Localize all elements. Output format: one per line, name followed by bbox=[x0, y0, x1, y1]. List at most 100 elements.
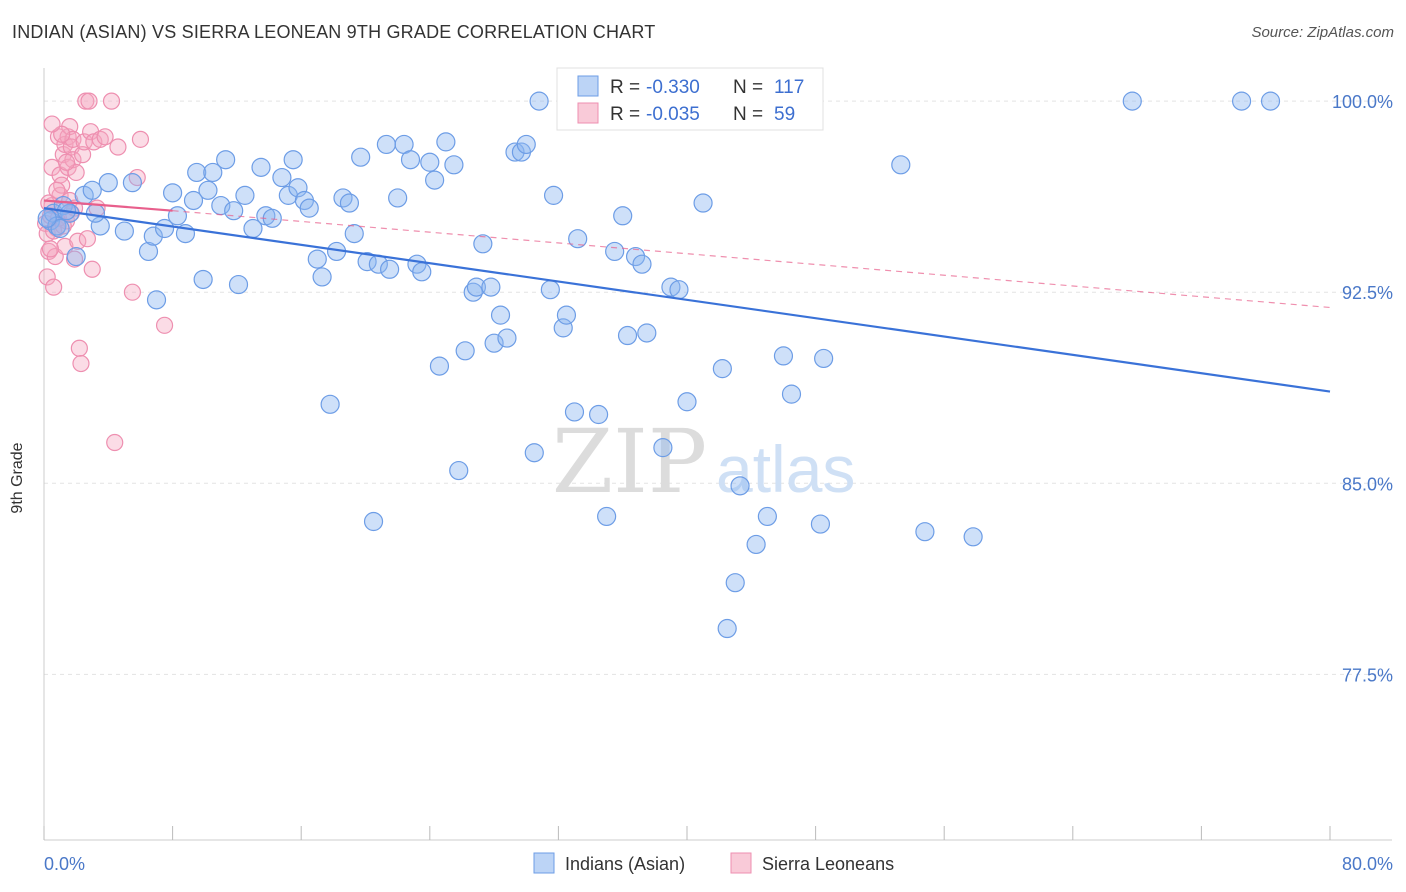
data-point-indians-asian bbox=[588, 404, 609, 425]
data-point-indians-asian bbox=[543, 185, 564, 205]
data-point-sierra-leoneans bbox=[38, 268, 56, 286]
data-point-indians-asian bbox=[163, 183, 183, 203]
data-point-sierra-leoneans bbox=[57, 153, 76, 171]
data-point-sierra-leoneans bbox=[91, 130, 109, 148]
data-point-indians-asian bbox=[380, 259, 400, 279]
y-tick-label: 92.5% bbox=[1342, 283, 1393, 303]
data-point-indians-asian bbox=[198, 180, 218, 200]
data-point-indians-asian bbox=[146, 290, 167, 310]
data-point-indians-asian bbox=[444, 155, 464, 175]
data-point-indians-asian bbox=[746, 534, 766, 555]
data-point-indians-asian bbox=[529, 91, 549, 111]
x-tick-label-max: 80.0% bbox=[1342, 854, 1393, 874]
data-point-indians-asian bbox=[915, 522, 935, 542]
legend-swatch-indians bbox=[533, 852, 555, 874]
data-point-indians-asian bbox=[344, 224, 364, 244]
data-point-indians-asian bbox=[85, 203, 106, 223]
data-point-sierra-leoneans bbox=[106, 433, 124, 452]
data-point-sierra-leoneans bbox=[70, 339, 88, 357]
data-point-indians-asian bbox=[339, 193, 360, 213]
trend-lines bbox=[43, 199, 1331, 393]
data-point-indians-asian bbox=[564, 402, 585, 422]
data-point-indians-asian bbox=[333, 188, 353, 208]
data-point-sierra-leoneans bbox=[155, 316, 174, 334]
y-tick-labels: 100.0% 92.5% 85.0% 77.5% bbox=[1332, 92, 1393, 685]
data-point-indians-asian bbox=[37, 208, 57, 228]
stats-n-value-2: 59 bbox=[774, 104, 795, 125]
data-point-indians-asian bbox=[484, 333, 504, 353]
data-point-indians-asian bbox=[429, 356, 450, 376]
data-point-indians-asian bbox=[725, 573, 745, 593]
stats-r-value-1: -0.330 bbox=[646, 77, 700, 98]
series-sierra-leoneans bbox=[37, 92, 174, 452]
data-point-indians-asian bbox=[98, 173, 118, 193]
data-point-indians-asian bbox=[781, 384, 802, 404]
data-point-sierra-leoneans bbox=[64, 130, 82, 148]
data-point-sierra-leoneans bbox=[69, 232, 87, 250]
data-point-indians-asian bbox=[963, 527, 983, 547]
stats-r-value-2: -0.035 bbox=[646, 104, 700, 125]
stats-n-label-2: N = bbox=[733, 104, 763, 125]
data-point-indians-asian bbox=[717, 618, 737, 639]
data-point-indians-asian bbox=[363, 511, 384, 532]
data-point-indians-asian bbox=[228, 274, 249, 295]
data-point-indians-asian bbox=[351, 147, 371, 167]
stats-r-label-2: R = bbox=[610, 104, 640, 125]
data-point-indians-asian bbox=[516, 134, 536, 155]
data-point-indians-asian bbox=[183, 190, 204, 211]
trend-line-sierra-leoneans bbox=[43, 199, 173, 212]
data-point-indians-asian bbox=[653, 438, 673, 458]
chart-source: Source: ZipAtlas.com bbox=[1251, 24, 1394, 41]
data-point-indians-asian bbox=[388, 188, 408, 208]
data-point-indians-asian bbox=[283, 150, 303, 170]
data-point-sierra-leoneans bbox=[109, 138, 127, 156]
data-point-sierra-leoneans bbox=[96, 128, 114, 146]
data-point-indians-asian bbox=[376, 134, 396, 155]
data-point-indians-asian bbox=[320, 394, 340, 414]
data-point-indians-asian bbox=[773, 346, 794, 366]
watermark: ZIP atlas bbox=[552, 410, 855, 513]
data-point-sierra-leoneans bbox=[78, 230, 97, 248]
data-point-indians-asian bbox=[143, 226, 163, 246]
data-point-indians-asian bbox=[50, 218, 70, 239]
data-point-indians-asian bbox=[597, 506, 617, 527]
x-tick-labels: 0.0% 80.0% bbox=[44, 854, 1393, 874]
data-point-indians-asian bbox=[613, 206, 633, 226]
data-point-indians-asian bbox=[540, 280, 560, 300]
data-point-indians-asian bbox=[556, 305, 577, 325]
stats-swatch-blue bbox=[577, 75, 599, 97]
data-point-indians-asian bbox=[1231, 91, 1252, 111]
data-point-indians-asian bbox=[400, 150, 421, 170]
data-point-indians-asian bbox=[272, 167, 292, 188]
data-point-indians-asian bbox=[490, 305, 511, 325]
data-point-indians-asian bbox=[669, 280, 689, 300]
data-point-indians-asian bbox=[605, 241, 625, 262]
data-point-indians-asian bbox=[193, 269, 213, 290]
data-point-indians-asian bbox=[473, 234, 493, 254]
data-point-indians-asian bbox=[712, 359, 732, 379]
data-point-indians-asian bbox=[617, 325, 638, 346]
data-point-indians-asian bbox=[891, 155, 911, 175]
data-point-indians-asian bbox=[730, 476, 750, 496]
data-point-indians-asian bbox=[224, 201, 244, 221]
watermark-zip: ZIP bbox=[552, 410, 707, 513]
stats-r-label-1: R = bbox=[610, 77, 640, 98]
data-point-sierra-leoneans bbox=[72, 354, 90, 373]
data-point-indians-asian bbox=[693, 193, 713, 213]
data-point-indians-asian bbox=[449, 460, 469, 481]
y-tick-label: 100.0% bbox=[1332, 92, 1393, 112]
data-point-sierra-leoneans bbox=[131, 130, 150, 148]
data-point-indians-asian bbox=[632, 254, 652, 274]
data-point-indians-asian bbox=[524, 443, 544, 463]
y-tick-label: 85.0% bbox=[1342, 474, 1393, 494]
data-point-indians-asian bbox=[420, 152, 440, 172]
data-point-sierra-leoneans bbox=[83, 260, 101, 278]
data-point-indians-asian bbox=[1122, 91, 1142, 111]
data-point-indians-asian bbox=[757, 506, 777, 527]
stats-box-frame bbox=[556, 67, 824, 131]
data-point-indians-asian bbox=[122, 173, 143, 193]
data-point-indians-asian bbox=[810, 514, 831, 534]
data-point-indians-asian bbox=[677, 392, 697, 412]
data-point-sierra-leoneans bbox=[48, 181, 66, 199]
data-point-indians-asian bbox=[814, 348, 834, 369]
